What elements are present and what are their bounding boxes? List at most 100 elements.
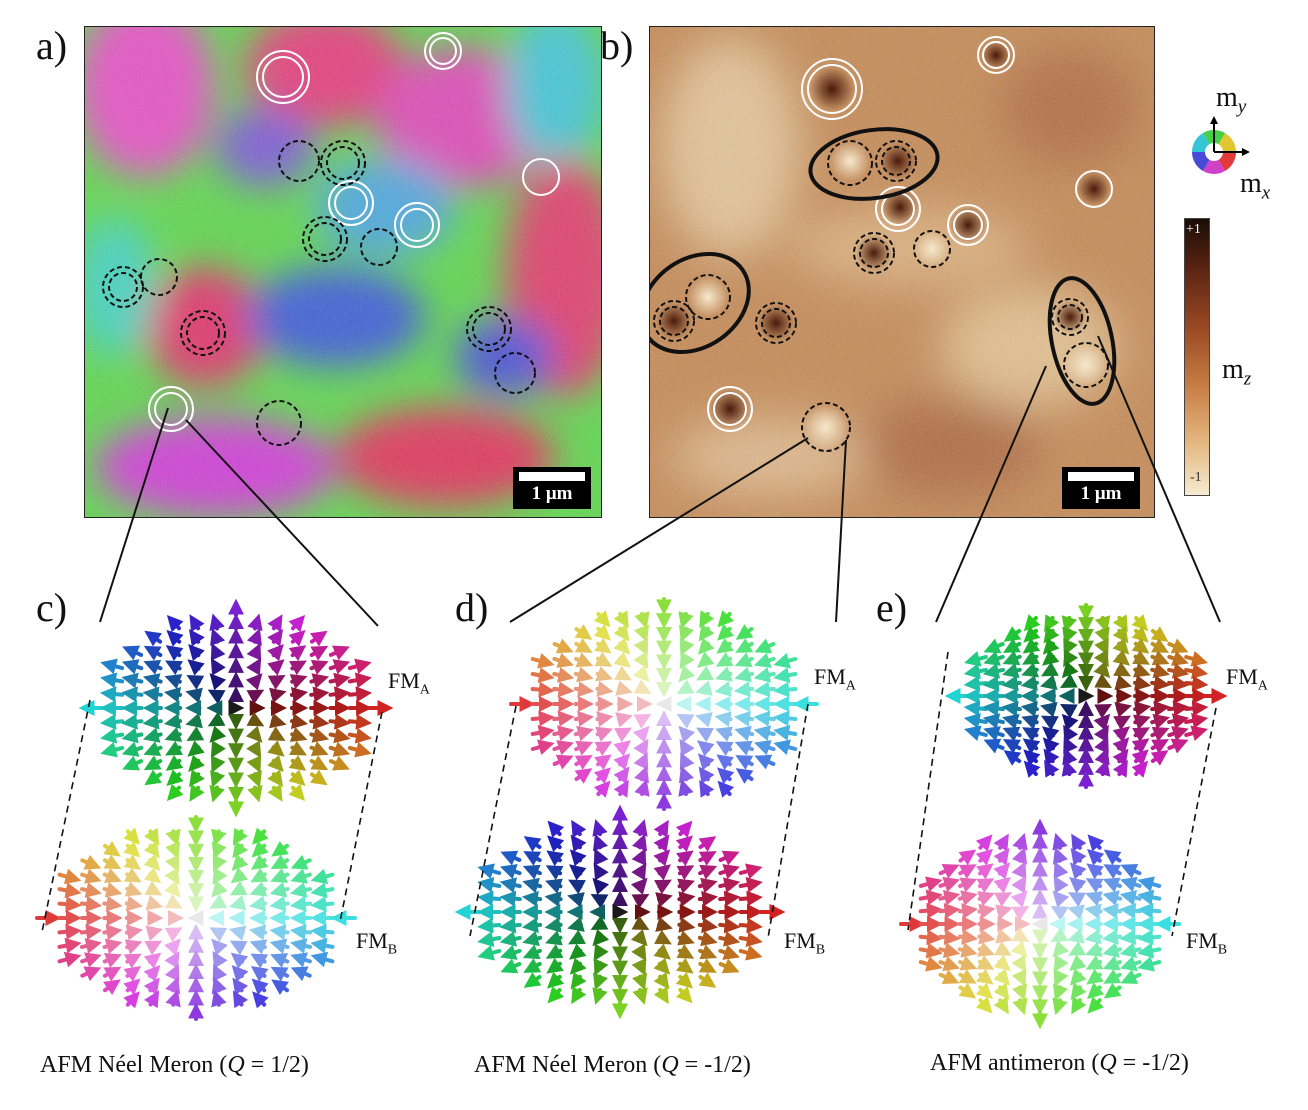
spin-arrow [251,978,269,996]
spin-arrow [698,851,717,866]
spin-arrow [229,880,248,896]
spin-arrow [1061,759,1078,777]
spin-arrow [1023,749,1041,767]
spin-arrow [975,834,993,852]
spin-arrow [1023,625,1041,643]
spin-arrow [676,679,695,695]
spin-arrow [1087,982,1105,1000]
spin-arrow [592,929,610,947]
spin-arrow [574,740,594,756]
spin-arrow [228,925,247,941]
spin-arrow [676,957,694,974]
spin-arrow [267,659,285,676]
spin-arrow [738,876,763,893]
spin-arrow [570,834,587,853]
spin-arrow [103,979,121,996]
spin-arrow [164,854,180,873]
spin-arrow [1167,675,1190,692]
spin-arrow [522,864,542,880]
fma-label-c: FMA [388,668,430,698]
spin-arrow [57,923,82,940]
spin-arrow [269,687,287,704]
spin-arrow [773,724,798,741]
spin-arrow [1137,902,1162,919]
spin-arrow [614,727,632,743]
spin-arrow [1094,638,1109,656]
spin-arrow [164,880,181,898]
spin-arrow [676,865,695,881]
spin-arrow [938,902,961,919]
spin-arrow [1131,637,1150,654]
spin-arrow [1093,724,1109,743]
spin-arrow [57,951,82,968]
spin-arrow [232,990,249,1009]
spin-arrow [209,613,225,632]
spin-arrow [613,779,629,798]
spin-arrow [290,938,312,954]
spin-arrow [653,849,671,867]
spin-arrow [143,827,160,846]
spin-arrow [1112,649,1131,666]
spin-arrow [165,740,183,756]
spin-arrow [632,987,648,1005]
spin-arrow [592,972,608,991]
spin-arrow [634,624,650,643]
spin-arrow [1044,759,1060,778]
spin-arrow [569,849,587,867]
spin-arrow [1094,736,1109,754]
spin-arrow [1087,834,1105,852]
spin-arrow [593,623,611,641]
spin-arrow [695,680,713,696]
spin-arrow [1070,982,1087,1001]
spin-arrow [963,700,988,717]
spin-arrow [79,896,103,912]
spin-arrow [631,893,650,909]
spin-arrow [102,854,122,870]
caption-e: AFM antimeron (Q = -1/2) [930,1050,1189,1076]
spin-arrow [328,727,351,744]
spin-arrow [188,769,205,787]
spin-arrow [633,738,649,757]
spin-arrow [773,653,798,669]
spin-arrow [918,956,943,972]
spin-arrow [246,657,262,676]
spin-arrow [499,890,522,907]
spin-arrow [976,955,995,970]
spin-arrow [164,963,180,982]
spin-arrow [269,881,290,898]
spin-arrow [1050,927,1069,942]
spin-arrow [918,876,943,892]
spin-arrow [544,916,563,933]
spin-arrow [1167,650,1189,666]
spin-arrow [211,989,227,1008]
spin-arrow [165,989,181,1008]
spin-arrow [574,755,593,770]
spin-arrow [1086,863,1104,880]
spin-arrow [1112,759,1128,778]
spin-arrow [983,726,1005,742]
spin-arrow [993,847,1010,866]
spin-arrow [102,924,123,941]
spin-arrow [613,753,631,771]
spin-arrow [209,927,228,943]
spin-arrow [1070,847,1087,866]
spin-arrow [271,979,289,996]
mz-axis-label: mz [1222,354,1252,390]
spin-arrow [716,637,734,654]
spin-arrow [718,890,741,907]
spin-arrow [270,868,290,883]
black-circles-b [653,140,1109,452]
spin-arrow [738,931,763,948]
spin-arrow [1084,928,1103,945]
spin-arrow [122,645,144,661]
spin-arrow [679,638,695,656]
spin-arrow [1010,890,1028,908]
spin-texture-c-fma [78,598,394,818]
spin-arrow [982,663,1005,679]
spin-arrow [631,958,647,976]
spin-arrow [500,850,522,866]
spin-arrow [754,754,776,770]
spin-arrow [773,681,798,698]
spin-arrow [1094,626,1110,645]
spin-arrow [121,686,144,703]
